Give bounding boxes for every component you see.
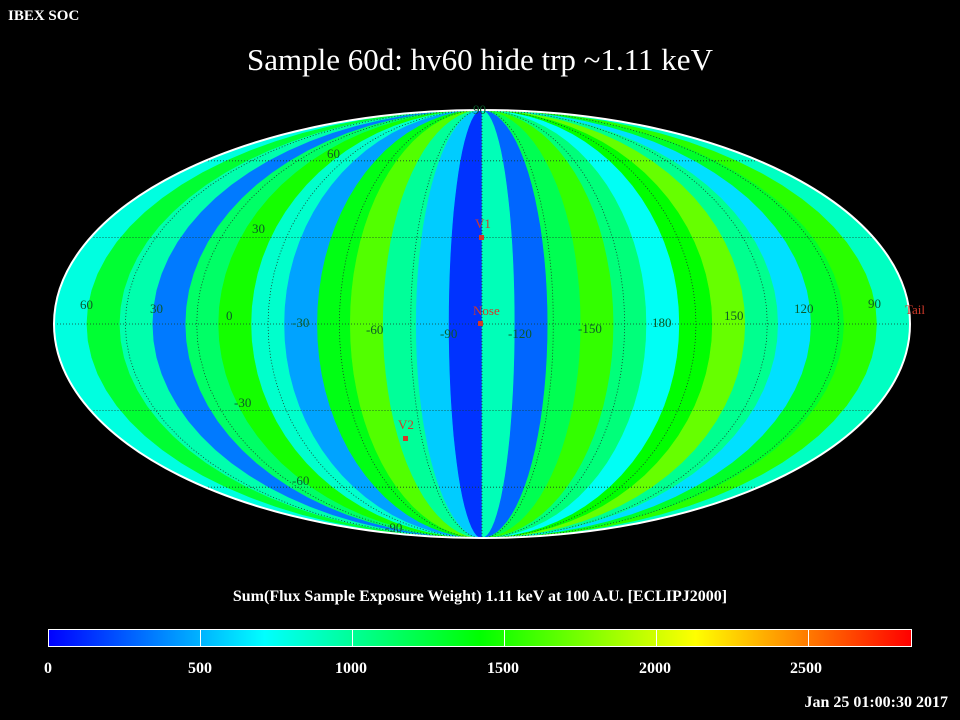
lon-label: 0	[226, 308, 233, 323]
colorbar-divider	[656, 630, 657, 646]
lon-label: 120	[794, 301, 814, 316]
lon-label: 150	[724, 308, 744, 323]
colorbar-divider	[200, 630, 201, 646]
colorbar-tick: 2000	[639, 660, 671, 677]
v1-marker-dot	[479, 235, 484, 240]
v2-marker-label: V2	[398, 417, 414, 432]
lon-label: 30	[150, 301, 163, 316]
latitude-labels: 90 60 30 -30 -60 -90	[234, 102, 486, 535]
timestamp: Jan 25 01:00:30 2017	[804, 694, 948, 711]
app-label: IBEX SOC	[8, 8, 80, 24]
markers: V1 Nose V2 Tail	[398, 216, 925, 441]
lat-label: -90	[385, 520, 402, 535]
lat-label: -60	[292, 473, 309, 488]
longitude-labels: 60 30 0 -30 -60 -90 -120 -150 180 150 12…	[80, 296, 881, 341]
lon-label: 60	[80, 297, 93, 312]
lat-label: 60	[327, 146, 340, 161]
v2-marker-dot	[403, 436, 408, 441]
v1-marker-label: V1	[475, 216, 491, 231]
colorbar-divider	[504, 630, 505, 646]
lon-label: -120	[508, 326, 532, 341]
lon-label: 180	[652, 315, 672, 330]
nose-marker-label: Nose	[473, 303, 500, 318]
nose-marker-dot	[478, 321, 483, 326]
lon-label: 90	[868, 296, 881, 311]
colorbar-tick: 2500	[790, 660, 822, 677]
sky-map: 60 30 0 -30 -60 -90 -120 -150 180 150 12…	[53, 102, 925, 539]
tail-marker-label: Tail	[905, 302, 925, 317]
colorbar-tick: 500	[188, 660, 212, 677]
lat-label: 90	[473, 102, 486, 117]
colorbar-divider	[352, 630, 353, 646]
lon-label: -150	[578, 321, 602, 336]
lon-label: -90	[440, 326, 457, 341]
colorbar-label: Sum(Flux Sample Exposure Weight) 1.11 ke…	[232, 588, 728, 605]
map-outline	[53, 109, 911, 539]
lon-label: -60	[366, 322, 383, 337]
colorbar	[48, 629, 912, 647]
lon-label: -30	[292, 315, 309, 330]
colorbar-tick: 1000	[335, 660, 367, 677]
lat-label: -30	[234, 395, 251, 410]
colorbar-divider	[808, 630, 809, 646]
colorbar-tick: 0	[44, 660, 52, 677]
page-title: Sample 60d: hv60 hide trp ~1.11 keV	[247, 42, 713, 77]
colorbar-tick: 1500	[487, 660, 519, 677]
lat-label: 30	[252, 221, 265, 236]
